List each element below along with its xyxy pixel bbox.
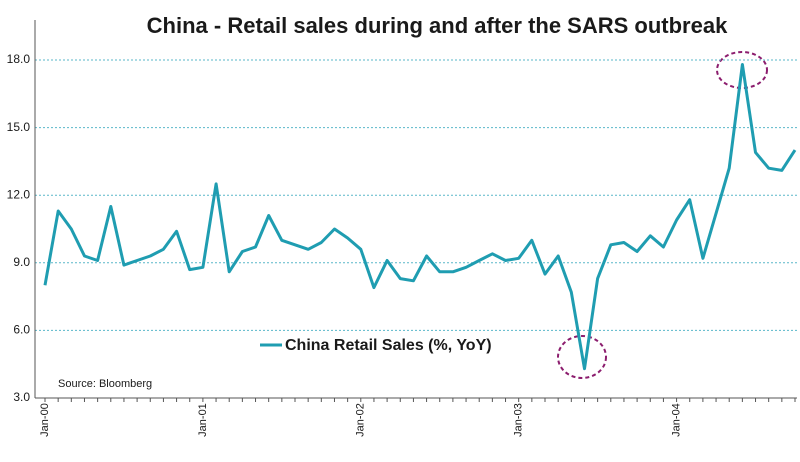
data-line bbox=[43, 63, 797, 371]
y-tick-label: 6.0 bbox=[13, 323, 30, 337]
highlight-peak bbox=[716, 51, 768, 89]
highlight-dip bbox=[557, 335, 607, 379]
source-note: Source: Bloomberg bbox=[58, 378, 152, 390]
x-tick-label: Jan-01 bbox=[197, 403, 209, 437]
x-tick-label: Jan-02 bbox=[355, 403, 367, 437]
x-tick-label: Jan-00 bbox=[39, 403, 51, 437]
y-tick-label: 3.0 bbox=[13, 390, 30, 404]
y-tick-label: 9.0 bbox=[13, 255, 30, 269]
y-tick-label: 12.0 bbox=[7, 187, 31, 201]
legend-label: China Retail Sales (%, YoY) bbox=[285, 337, 492, 354]
x-tick-label: Jan-03 bbox=[513, 403, 525, 437]
y-tick-label: 18.0 bbox=[7, 52, 31, 66]
x-tick-label: Jan-04 bbox=[670, 403, 682, 437]
chart-title: China - Retail sales during and after th… bbox=[147, 13, 728, 38]
y-tick-label: 15.0 bbox=[7, 120, 31, 134]
